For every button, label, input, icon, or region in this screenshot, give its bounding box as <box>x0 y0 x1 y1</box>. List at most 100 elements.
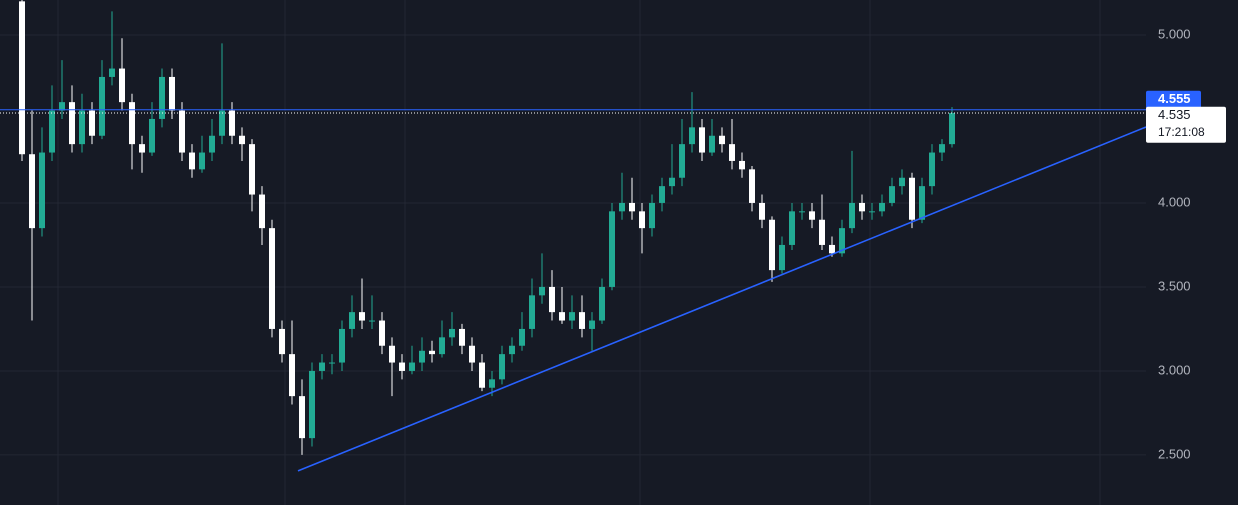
candle-body <box>619 202 625 212</box>
candle-body <box>159 76 165 119</box>
candle-body <box>529 295 535 329</box>
candle-body <box>429 350 435 355</box>
candle-body <box>149 118 155 153</box>
last-price-label: 4.535 <box>1158 107 1191 122</box>
candle-body <box>339 328 345 363</box>
candle-body <box>209 135 215 153</box>
candle-body <box>599 286 605 321</box>
candle-body <box>199 152 205 170</box>
candle-body <box>139 144 145 153</box>
candle-body <box>179 110 185 153</box>
candle-body <box>729 144 735 161</box>
countdown-label: 17:21:08 <box>1158 125 1205 139</box>
candle-body <box>249 144 255 195</box>
candle-body <box>899 177 905 187</box>
candle-body <box>109 68 115 77</box>
candle-body <box>219 110 225 136</box>
candle-body <box>879 202 885 212</box>
candle-body <box>289 354 295 397</box>
candle-body <box>639 211 645 229</box>
candle-body <box>19 1 25 155</box>
candle-body <box>469 345 475 363</box>
candle-body <box>259 194 265 229</box>
candle-body <box>369 320 375 322</box>
candle-body <box>669 177 675 187</box>
vertical-grid <box>57 0 1101 505</box>
price-line-label: 4.555 <box>1158 91 1191 106</box>
candle-body <box>99 76 105 136</box>
candle-body <box>859 202 865 212</box>
candle-body <box>39 152 45 229</box>
candle-body <box>399 362 405 371</box>
candle-body <box>189 152 195 170</box>
candle-body <box>389 345 395 363</box>
candle-body <box>539 286 545 296</box>
candle-body <box>229 110 235 136</box>
price-line-badge <box>1146 90 1201 109</box>
candle-body <box>79 110 85 145</box>
candle-body <box>379 320 385 346</box>
last-price-badge <box>1146 106 1226 143</box>
candle-body <box>869 211 875 213</box>
candle-body <box>819 219 825 245</box>
candle-body <box>439 337 445 355</box>
candle-body <box>169 76 175 111</box>
candle-body <box>709 135 715 153</box>
candle-body <box>269 228 275 329</box>
candle-body <box>69 102 75 145</box>
candle-body <box>799 211 805 213</box>
candle-body <box>689 127 695 145</box>
candle-body <box>829 244 835 254</box>
plot <box>0 0 1147 472</box>
candle-body <box>699 127 705 153</box>
candle-body <box>739 160 745 170</box>
candle-body <box>809 211 815 220</box>
candle-body <box>679 144 685 178</box>
candle-body <box>589 320 595 329</box>
candle-body <box>419 350 425 363</box>
candle-body <box>449 328 455 338</box>
candle-body <box>49 110 55 153</box>
candle-body <box>59 102 65 111</box>
candle-body <box>239 135 245 145</box>
candle-body <box>89 110 95 136</box>
candle-body <box>769 219 775 271</box>
candle-body <box>559 312 565 321</box>
candle-body <box>349 312 355 329</box>
candle-body <box>659 186 665 203</box>
y-tick-label: 3.000 <box>1158 362 1191 377</box>
candle-body <box>309 370 315 439</box>
candle-body <box>579 312 585 329</box>
candle-body <box>279 328 285 355</box>
candle-body <box>719 135 725 145</box>
candle-body <box>129 102 135 145</box>
y-tick-label: 2.500 <box>1158 446 1191 461</box>
candle-body <box>759 202 765 220</box>
candle-body <box>949 113 955 145</box>
candle-body <box>569 312 575 321</box>
candle-body <box>509 345 515 355</box>
candle-body <box>409 362 415 371</box>
candle-body <box>919 186 925 220</box>
candle-body <box>749 169 755 203</box>
candle-body <box>479 362 485 388</box>
candle-body <box>609 211 615 287</box>
candle-body <box>29 154 35 229</box>
candle-body <box>329 362 335 364</box>
candle-body <box>839 228 845 254</box>
candle-body <box>789 211 795 245</box>
candle-body <box>119 68 125 103</box>
candle-body <box>499 354 505 380</box>
grid <box>0 34 1146 456</box>
candle-body <box>359 312 365 321</box>
y-tick-label: 3.500 <box>1158 278 1191 293</box>
candle-body <box>909 177 915 220</box>
y-tick-label: 4.000 <box>1158 194 1191 209</box>
candle-body <box>779 244 785 271</box>
candle-body <box>889 186 895 203</box>
candle-body <box>459 328 465 346</box>
